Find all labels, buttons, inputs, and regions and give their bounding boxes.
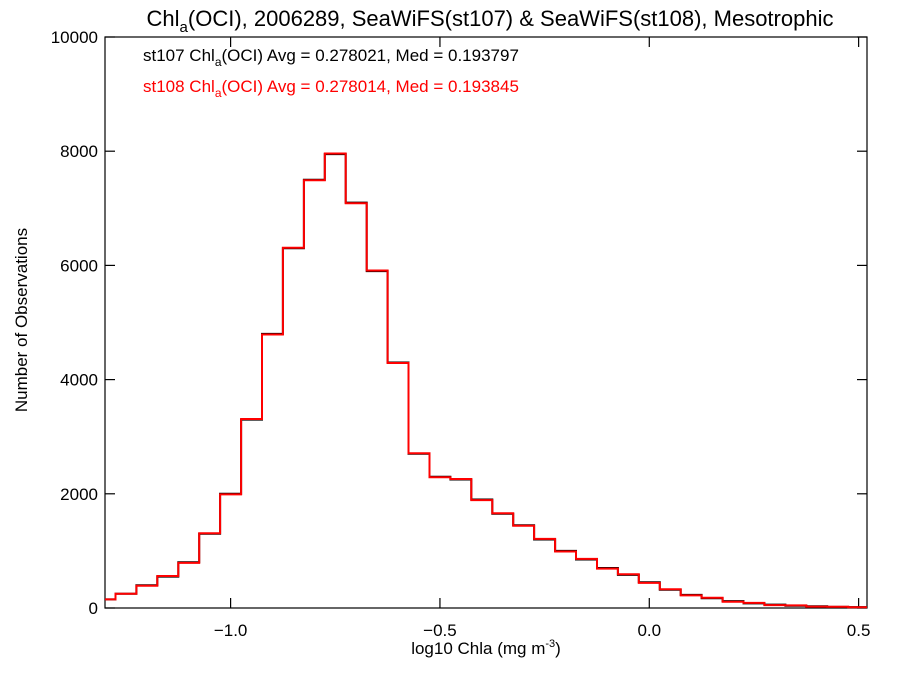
y-tick-label: 6000 — [60, 256, 98, 275]
y-tick-label: 2000 — [60, 485, 98, 504]
x-tick-label: 0.5 — [847, 621, 871, 640]
x-tick-label: 0.0 — [637, 621, 661, 640]
x-tick-label: −1.0 — [214, 621, 248, 640]
y-tick-label: 10000 — [51, 28, 98, 47]
series-st107-line — [105, 154, 867, 607]
axis-ticks: −1.0 −0.5 0.0 0.5 0 2000 4000 6000 8000 10000 — [51, 28, 871, 640]
chart-title: Chla(OCI), 2006289, SeaWiFS(st107) & Sea… — [147, 6, 834, 36]
x-tick-label: −0.5 — [423, 621, 457, 640]
y-tick-label: 4000 — [60, 371, 98, 390]
series-st108-line — [105, 154, 867, 608]
series-layer — [105, 154, 867, 608]
annotation-st108: st108 Chla(OCI) Avg = 0.278014, Med = 0.… — [143, 77, 519, 100]
y-tick-label: 0 — [89, 599, 98, 618]
y-axis-label: Number of Observations — [12, 228, 31, 412]
y-tick-label: 8000 — [60, 142, 98, 161]
annotation-st107: st107 Chla(OCI) Avg = 0.278021, Med = 0.… — [143, 46, 519, 69]
x-axis-label: log10 Chla (mg m-3) — [411, 638, 561, 658]
